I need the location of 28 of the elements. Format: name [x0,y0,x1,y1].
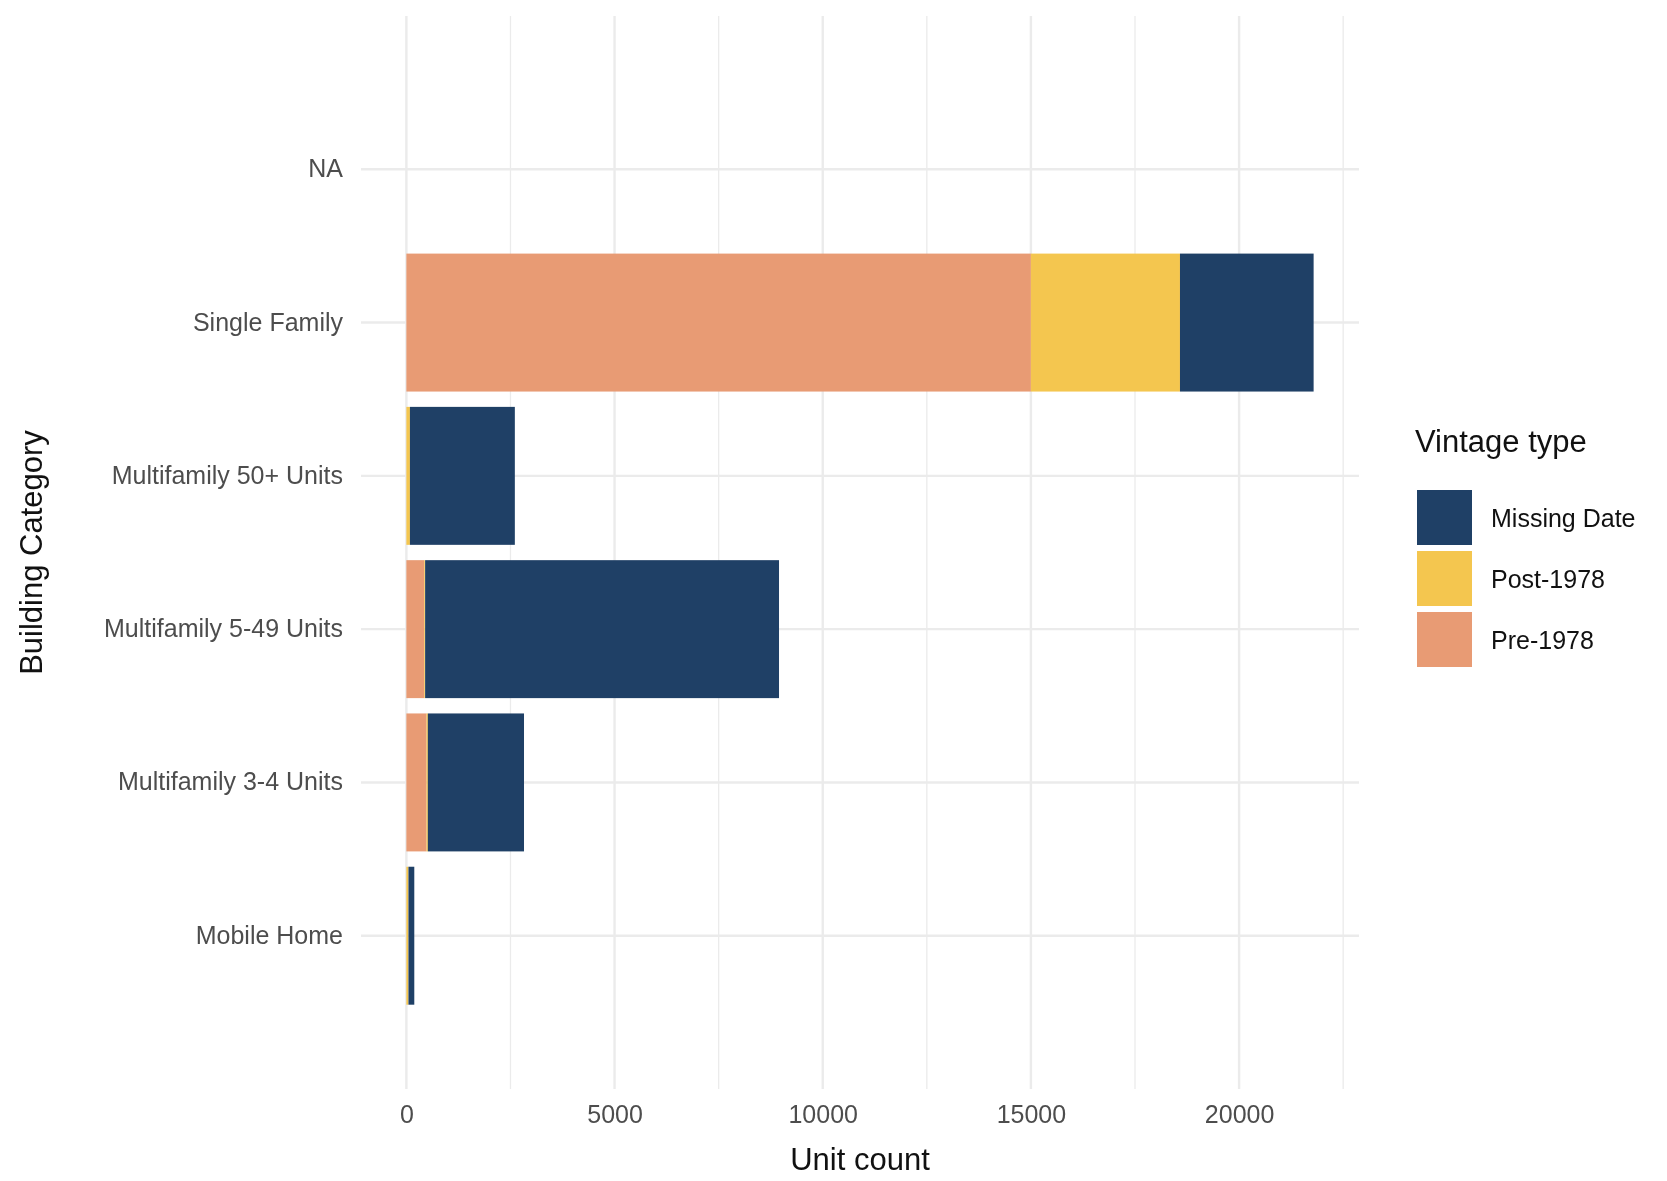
legend-label: Missing Date [1491,504,1636,532]
x-tick-label: 5000 [587,1099,643,1128]
x-tick-label: 10000 [788,1099,858,1128]
y-tick-label: Multifamily 5-49 Units [104,614,343,643]
bar [406,866,409,1005]
bar [406,713,427,852]
bar [1179,253,1314,392]
y-tick-label: Multifamily 50+ Units [111,460,343,489]
y-tick-label: NA [308,154,344,183]
y-axis-title: Building Category [14,429,49,675]
legend-label: Post-1978 [1491,565,1605,593]
bar [406,560,425,699]
bar [406,406,410,545]
bar [1030,253,1180,392]
bar [427,713,524,852]
bar [406,253,1031,392]
y-tick-label: Single Family [192,307,344,336]
x-tick-label: 0 [399,1099,414,1128]
y-tick-label: Mobile Home [195,920,343,949]
bar [408,866,415,1005]
bar [409,406,515,545]
x-axis-title: Unit count [790,1142,931,1177]
legend-label: Pre-1978 [1491,626,1594,654]
legend-title: Vintage type [1415,424,1587,459]
x-tick-label: 15000 [996,1099,1067,1128]
x-tick-label: 20000 [1204,1099,1275,1128]
bar [425,560,780,699]
y-tick-label: Multifamily 3-4 Units [117,767,343,796]
